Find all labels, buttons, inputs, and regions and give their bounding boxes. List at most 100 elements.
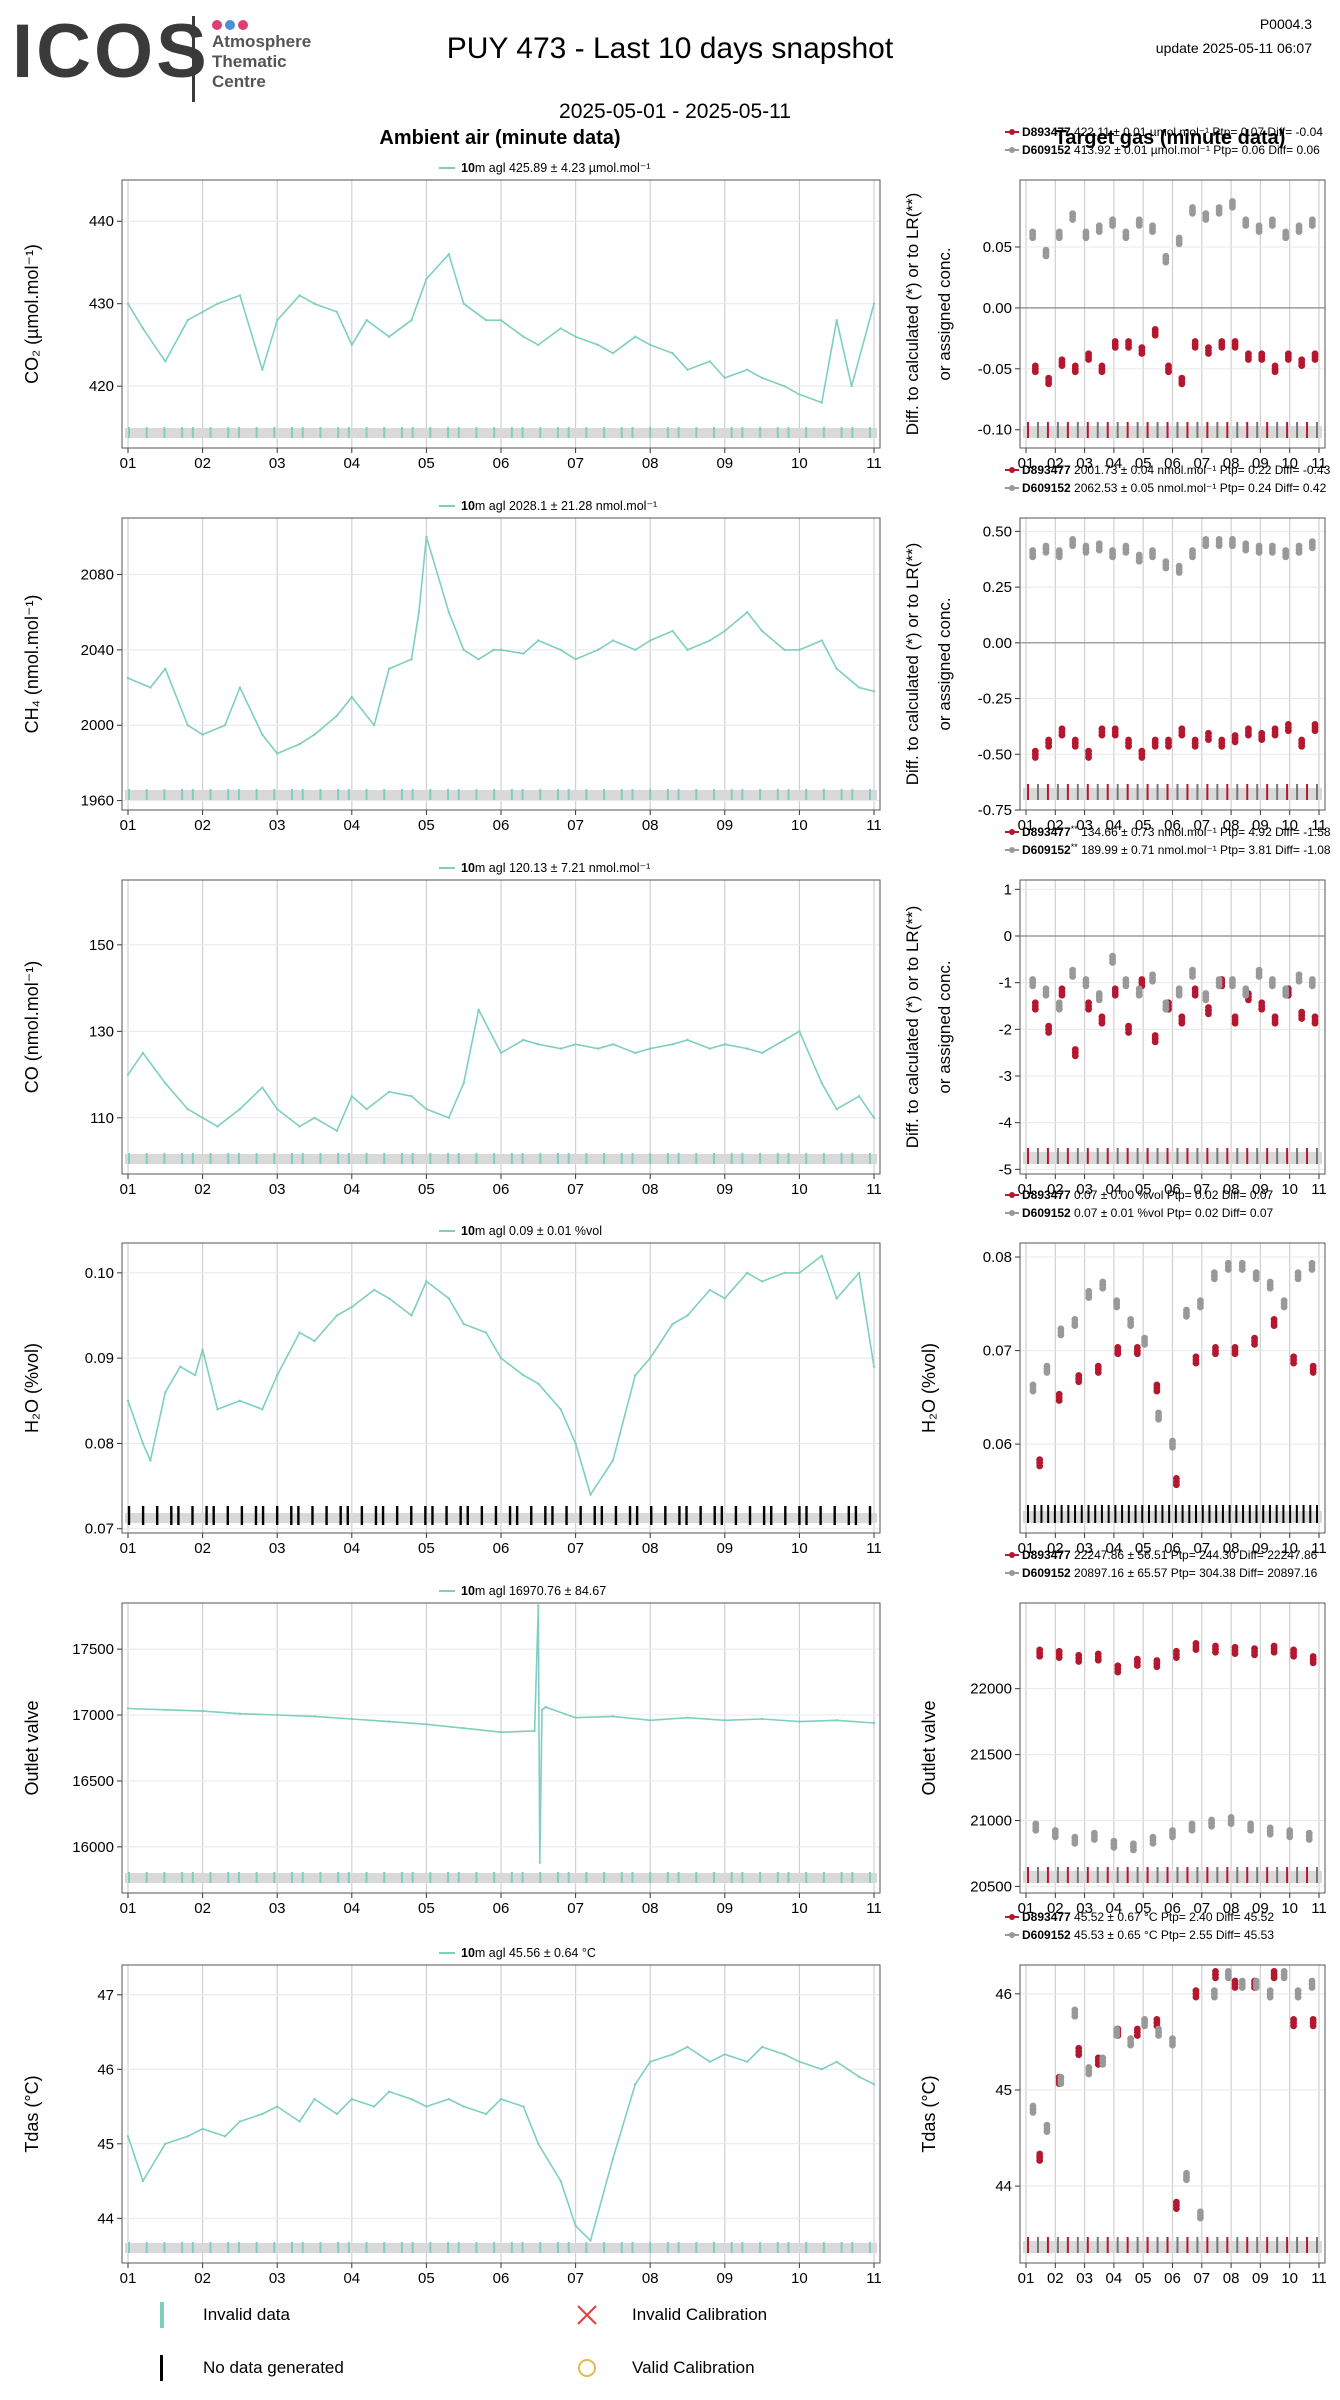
tdas-ambient-legend: 10m agl 45.56 ± 0.64 °C [461, 1946, 596, 1960]
outlet-target-point [1114, 1662, 1122, 1670]
co2-target-point [1268, 216, 1276, 224]
x-tick-label: 11 [866, 1181, 882, 1198]
h2o-target-legend-dot [1009, 1192, 1015, 1198]
y-tick-label: 0.08 [983, 1249, 1012, 1266]
y-tick-label: 0.00 [983, 635, 1012, 652]
co2-ambient-point [745, 368, 749, 371]
x-tick-label: 05 [1135, 1900, 1152, 1917]
page-title: PUY 473 - Last 10 days snapshot [446, 32, 894, 65]
tdas-ambient-point [798, 2060, 801, 2064]
ch4-ambient-point [857, 686, 861, 689]
co2-target-point [1205, 344, 1212, 352]
outlet-ambient-point [611, 1715, 615, 1718]
x-tick-label: 03 [269, 817, 286, 834]
co2-target-point [1098, 362, 1106, 370]
co2-target-point [1311, 350, 1319, 358]
ch4-target-legend-entry: D893477 2001.73 ± 0.04 nmol.mol⁻¹ Ptp= 0… [1022, 463, 1331, 477]
tdas-ambient-point [559, 2179, 562, 2183]
ch4-ambient-point [201, 733, 204, 736]
outlet-target-point [1036, 1646, 1044, 1654]
h2o-target-point [1099, 1278, 1107, 1286]
y-tick-label: 1 [1004, 881, 1012, 898]
outlet-target-y-label: Outlet valve [919, 1700, 939, 1795]
date-range: 2025-05-01 - 2025-05-11 [559, 100, 791, 123]
co-target-point [1178, 1013, 1186, 1021]
h2o-target-point [1231, 1344, 1239, 1351]
ch4-ambient-point [745, 610, 749, 614]
x-tick-label: 05 [1135, 817, 1152, 834]
plot-frame [121, 1242, 881, 1534]
x-tick-label: 05 [1135, 1540, 1152, 1557]
outlet-ambient-point [238, 1712, 242, 1715]
logo-dot [238, 20, 248, 30]
co-target-legend-entry: D893477** 134.66 ± 0.73 nmol.mol⁻¹ Ptp= … [1022, 824, 1331, 839]
x-tick-label: 08 [1223, 1181, 1240, 1198]
co-target-point [1268, 976, 1276, 983]
y-tick-label: -0.25 [978, 691, 1012, 708]
co2-target-point [1298, 356, 1306, 364]
h2o-target-legend-dot [1009, 1210, 1015, 1216]
tdas-ambient-point [649, 2060, 652, 2064]
h2o-target-point [1210, 1269, 1218, 1277]
h2o-chart-group: 01 02 03 04 05 06 07 08 09 10 11 0.07 0.08 0.09 0.10 10… [22, 1188, 1327, 1557]
x-tick-label: 11 [1311, 455, 1327, 472]
tdas-ambient-point [313, 2097, 316, 2101]
ch4-ambient-point [723, 629, 726, 633]
x-tick-label: 03 [269, 1540, 286, 1557]
x-tick-label: 10 [791, 1540, 808, 1557]
tdas-ambient-point [708, 2060, 712, 2064]
co2-ambient-point [484, 318, 488, 322]
tdas-ambient-point [671, 2053, 674, 2056]
h2o-ambient-point [589, 1493, 592, 1496]
ch4-target-point [1125, 736, 1132, 744]
co2-target-point [1255, 222, 1263, 230]
x-tick-label: 01 [120, 455, 137, 472]
co2-target-y-label-1: Diff. to calculated (*) or to LR(**) [903, 193, 922, 436]
x-tick-label: 09 [716, 1540, 733, 1557]
y-tick-label: 1960 [81, 793, 114, 810]
ambient-section-title: Ambient air (minute data) [379, 127, 621, 149]
co-target-point [1231, 1013, 1239, 1021]
co-target-point [1069, 966, 1077, 974]
ch4-target-point [1268, 542, 1276, 550]
y-tick-label: 16000 [72, 1839, 114, 1856]
outlet-ambient-point [649, 1719, 652, 1722]
x-tick-label: 04 [1106, 1181, 1123, 1198]
co2-ambient-point [141, 327, 145, 330]
x-tick-label: 08 [642, 1181, 659, 1198]
h2o-target-point [1071, 1315, 1079, 1323]
h2o-ambient-point [425, 1280, 428, 1283]
y-tick-label: 0.10 [85, 1265, 114, 1282]
co-ambient-point [238, 1107, 242, 1111]
outlet-target-point [1231, 1643, 1239, 1651]
ch4-target-point [1055, 547, 1063, 554]
co2-ambient-point [634, 335, 637, 338]
ch4-target-point [1098, 725, 1106, 733]
co2-target-point [1229, 198, 1236, 205]
x-tick-label: 02 [194, 455, 211, 472]
tdas-ambient-point [872, 2083, 876, 2086]
co-ambient-point [760, 1051, 764, 1055]
x-tick-label: 06 [1164, 1181, 1181, 1198]
ch4-target-point [1191, 736, 1199, 744]
outlet-ambient-point [387, 1720, 391, 1723]
y-tick-label: 150 [89, 937, 114, 954]
x-tick-label: 06 [1164, 1540, 1181, 1557]
ch4-ambient-legend: 10m agl 2028.1 ± 21.28 nmol.mol⁻¹ [461, 499, 657, 513]
outlet-ambient-point [872, 1721, 876, 1725]
tdas-ambient-point [462, 2105, 465, 2108]
outlet-ambient-point [126, 1707, 130, 1710]
co-target-point [1215, 976, 1223, 983]
co-target-point [1205, 1004, 1212, 1011]
tdas-ambient-point [574, 2224, 577, 2227]
co-y-axis-label: CO (nmol.mol⁻¹) [22, 961, 42, 1094]
co-target-point [1029, 976, 1037, 983]
tdas-ambient-point [276, 2105, 279, 2108]
co2-target-point [1218, 338, 1226, 345]
x-tick-label: 01 [1018, 817, 1035, 834]
h2o-target-y-label: H₂O (%vol) [919, 1343, 939, 1433]
co-target-point [1122, 976, 1130, 983]
h2o-y-axis-label: H₂O (%vol) [22, 1343, 42, 1433]
h2o-ambient-point [708, 1288, 712, 1292]
co-target-point [1058, 985, 1066, 993]
